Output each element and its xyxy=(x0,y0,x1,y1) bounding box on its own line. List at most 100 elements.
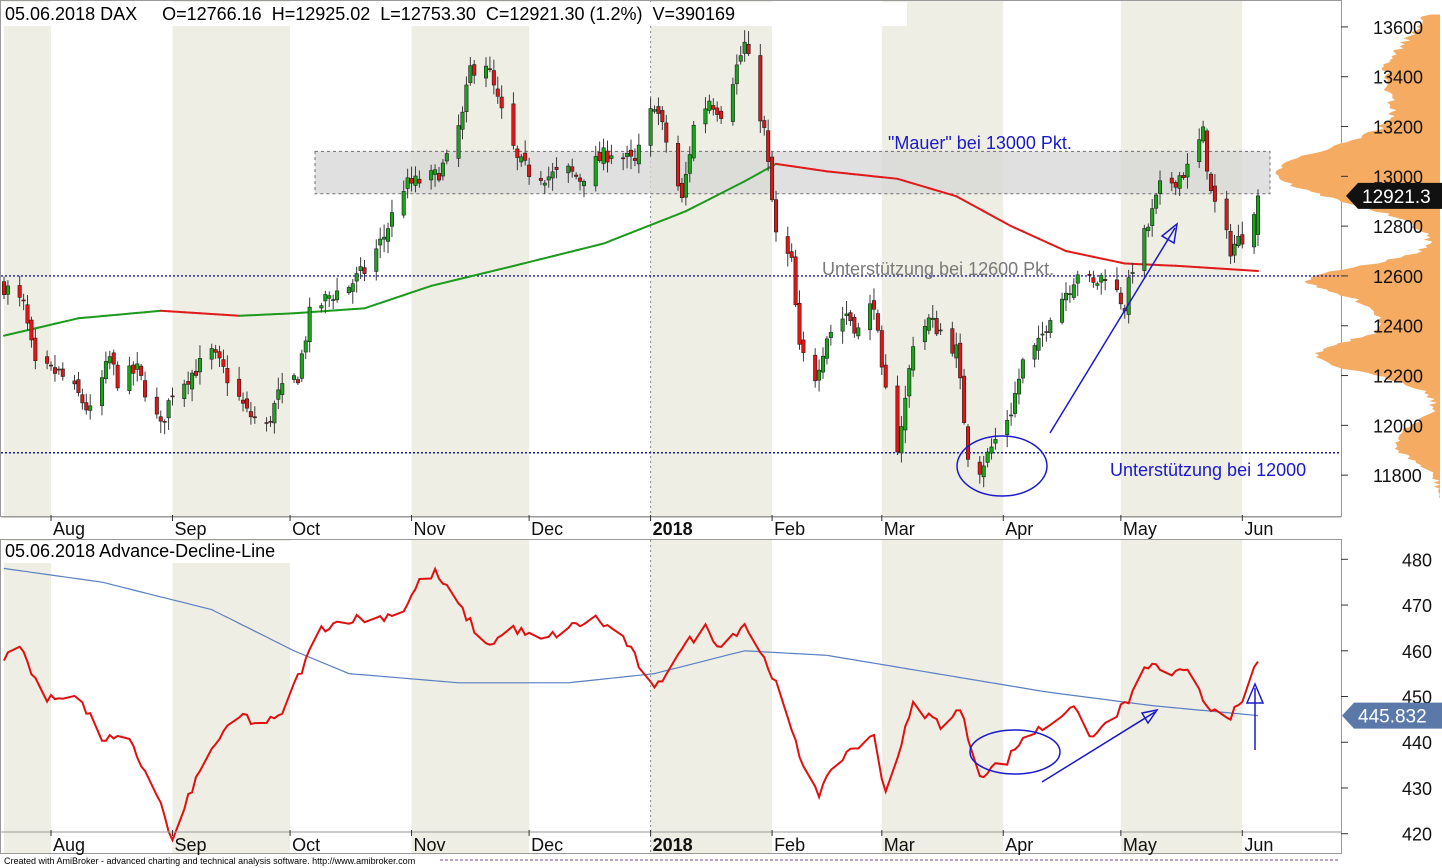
candle-up xyxy=(103,361,108,380)
candle-down xyxy=(409,178,414,184)
price-x-axis: Aug Sep Oct Nov Dec 2018 Feb Mar Apr May Jun xyxy=(1,515,1341,539)
adl-bottom-circle xyxy=(969,729,1061,775)
y-tick-label: 480 xyxy=(1402,550,1432,570)
ma-segment xyxy=(390,294,405,301)
candle-down xyxy=(895,385,900,453)
candle-up xyxy=(828,332,833,338)
price-last-value: 12921.3 xyxy=(1362,187,1431,208)
y-tick-label: 450 xyxy=(1402,688,1432,708)
month-band xyxy=(772,540,882,853)
candle-down xyxy=(773,199,778,233)
ma-segment xyxy=(1159,264,1173,267)
y-tick-label: 12400 xyxy=(1373,317,1423,337)
candle-up xyxy=(1099,275,1104,283)
candle-down xyxy=(762,120,767,128)
candle-up xyxy=(899,426,904,454)
ma-segment xyxy=(1186,265,1201,269)
candle-up xyxy=(691,124,696,159)
candle-down xyxy=(29,319,34,341)
y-tick-label: 460 xyxy=(1402,642,1432,662)
candle-down xyxy=(848,312,853,322)
candle-down xyxy=(538,178,543,181)
candle-up xyxy=(166,400,171,419)
candle-down xyxy=(574,174,579,177)
y-tick-label: 13600 xyxy=(1373,18,1423,38)
month-band xyxy=(650,1,773,516)
price-moving-average xyxy=(3,162,1259,337)
x-tick-label: Apr xyxy=(1005,519,1033,539)
candle-down xyxy=(52,367,57,374)
ma-segment xyxy=(774,162,789,167)
candle-up xyxy=(276,389,281,400)
ma-segment xyxy=(582,244,597,250)
candle-down xyxy=(213,349,218,353)
adl-y-axis: 420 430 440 450 460 470 480 xyxy=(1341,550,1432,845)
resistance-zone xyxy=(314,150,1271,195)
candle-up xyxy=(707,100,712,111)
candle-down xyxy=(131,364,136,374)
candle-up xyxy=(1048,320,1053,334)
candle-up xyxy=(1040,333,1045,336)
x-tick-label: Nov xyxy=(414,519,446,539)
candle-up xyxy=(331,299,336,301)
candle-down xyxy=(1103,279,1108,281)
candle-down xyxy=(770,156,775,201)
candle-up xyxy=(335,290,340,301)
ma-segment xyxy=(747,171,762,181)
candle-down xyxy=(785,236,790,254)
ma-segment xyxy=(1241,268,1256,272)
candle-down xyxy=(934,318,939,335)
candle-down xyxy=(84,402,89,411)
candle-up xyxy=(1236,235,1241,247)
candle-up xyxy=(938,329,943,332)
ma-segment xyxy=(1021,230,1036,238)
candle-up xyxy=(56,368,61,371)
candle-down xyxy=(958,342,963,379)
candle-up xyxy=(190,372,195,390)
candle-up xyxy=(1252,214,1257,248)
candle-up xyxy=(1016,378,1021,395)
month-band xyxy=(1003,540,1121,853)
month-band xyxy=(172,1,291,516)
candle-down xyxy=(1228,230,1233,257)
candle-up xyxy=(299,353,304,379)
ma-segment xyxy=(884,176,899,180)
candle-up xyxy=(1146,226,1151,231)
y-tick-label: 13400 xyxy=(1373,68,1423,88)
month-band xyxy=(529,1,651,516)
candle-up xyxy=(456,125,461,159)
candle-down xyxy=(977,461,982,475)
candle-down xyxy=(80,394,85,404)
candle-up xyxy=(856,327,861,337)
candle-down xyxy=(676,143,681,187)
y-tick-label: 430 xyxy=(1402,779,1432,799)
uptrend-arrow xyxy=(1049,222,1179,434)
adl-line xyxy=(3,566,1259,843)
candle-down xyxy=(491,70,496,86)
month-band xyxy=(411,540,530,853)
candle-down xyxy=(758,55,763,122)
candle-up xyxy=(922,326,927,343)
x-tick-label: 2018 xyxy=(653,519,693,539)
candle-down xyxy=(523,152,528,161)
ma-segment xyxy=(555,251,570,257)
candle-down xyxy=(237,378,242,397)
candle-down xyxy=(1173,182,1178,188)
candle-up xyxy=(926,317,931,331)
candle-up xyxy=(844,313,849,316)
candle-down xyxy=(578,177,583,182)
candle-down xyxy=(1091,277,1096,283)
candle-up xyxy=(601,147,606,164)
ma-segment xyxy=(994,216,1009,225)
price-header-bg xyxy=(2,2,907,26)
candle-up xyxy=(135,363,140,370)
x-tick-label: Jun xyxy=(1244,519,1273,539)
candle-up xyxy=(307,306,312,342)
candle-up xyxy=(1177,175,1182,189)
ma-segment xyxy=(144,310,158,314)
candle-up xyxy=(107,356,112,364)
candle-down xyxy=(487,68,492,71)
candle-up xyxy=(519,156,524,163)
candle-up xyxy=(433,169,438,175)
